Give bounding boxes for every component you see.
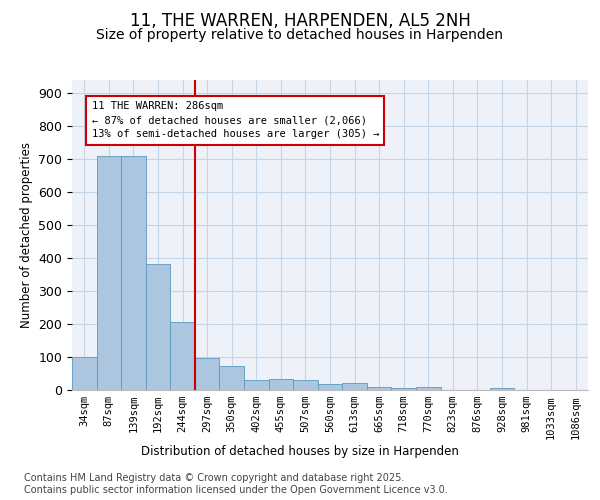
- Bar: [72, 357, 97, 390]
- Bar: [146, 264, 170, 390]
- Bar: [293, 380, 318, 390]
- Bar: [391, 388, 416, 390]
- Bar: [269, 380, 293, 390]
- Bar: [244, 380, 269, 390]
- Bar: [195, 358, 220, 390]
- Bar: [318, 384, 342, 390]
- Bar: [342, 384, 367, 390]
- Bar: [97, 156, 121, 390]
- Bar: [220, 366, 244, 390]
- Text: 11, THE WARREN, HARPENDEN, AL5 2NH: 11, THE WARREN, HARPENDEN, AL5 2NH: [130, 12, 470, 30]
- Text: Contains HM Land Registry data © Crown copyright and database right 2025.
Contai: Contains HM Land Registry data © Crown c…: [24, 474, 448, 495]
- Bar: [490, 388, 514, 390]
- Text: 11 THE WARREN: 286sqm
← 87% of detached houses are smaller (2,066)
13% of semi-d: 11 THE WARREN: 286sqm ← 87% of detached …: [92, 102, 379, 140]
- Y-axis label: Number of detached properties: Number of detached properties: [20, 142, 33, 328]
- Text: Distribution of detached houses by size in Harpenden: Distribution of detached houses by size …: [141, 444, 459, 458]
- Bar: [416, 388, 440, 390]
- Text: Size of property relative to detached houses in Harpenden: Size of property relative to detached ho…: [97, 28, 503, 42]
- Bar: [121, 156, 146, 390]
- Bar: [170, 322, 195, 390]
- Bar: [367, 388, 391, 390]
